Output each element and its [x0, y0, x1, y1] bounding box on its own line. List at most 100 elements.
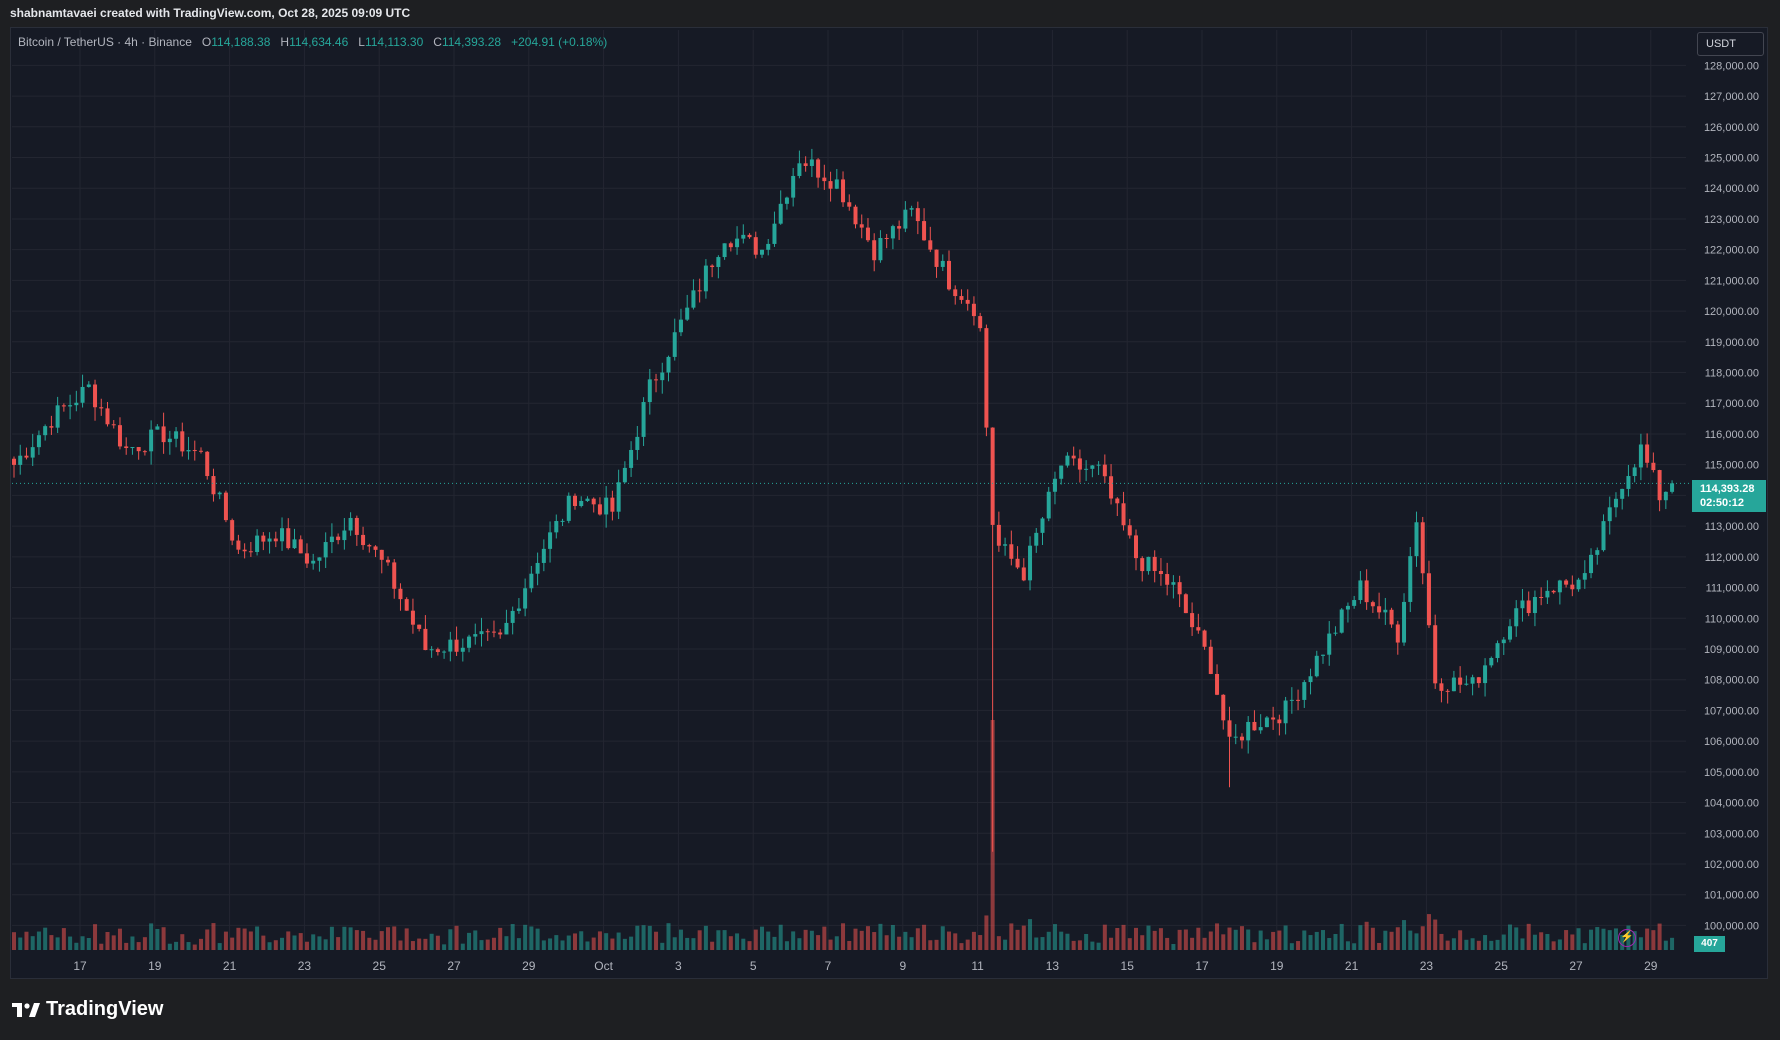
- symbol-label[interactable]: Bitcoin / TetherUS · 4h · Binance: [18, 35, 192, 49]
- bar-countdown: 02:50:12: [1700, 497, 1745, 509]
- candle-body: [18, 455, 23, 465]
- volume-bar: [666, 923, 671, 950]
- x-tick-label: 15: [1121, 959, 1135, 973]
- volume-bar: [1495, 939, 1500, 950]
- change-value: +204.91 (+0.18%): [511, 35, 608, 49]
- candle-body: [1183, 594, 1188, 614]
- candle-body: [884, 238, 889, 240]
- x-tick-label: 5: [750, 959, 757, 973]
- volume-bar: [1483, 935, 1488, 950]
- volume-bar: [329, 926, 334, 950]
- y-tick-label: 111,000.00: [1706, 583, 1759, 595]
- candle-body: [940, 260, 945, 267]
- volume-bar: [1003, 939, 1008, 950]
- candle-body: [1651, 462, 1656, 471]
- volume-bar: [273, 940, 278, 950]
- volume-bar: [68, 936, 73, 950]
- volume-bar: [672, 937, 677, 950]
- volume-bar: [1152, 930, 1157, 950]
- volume-bar: [1059, 931, 1064, 950]
- candle-body: [1670, 483, 1675, 492]
- volume-bar: [678, 929, 683, 950]
- candle-body: [1333, 632, 1338, 634]
- volume-bar: [386, 927, 390, 950]
- candle-body: [909, 208, 914, 210]
- candle-body: [354, 517, 359, 535]
- volume-bar: [1071, 940, 1076, 950]
- volume-bar: [1582, 943, 1587, 950]
- candle-body: [124, 446, 129, 449]
- volume-bar: [947, 931, 951, 950]
- volume-bar: [230, 937, 235, 950]
- volume-bar: [872, 932, 877, 950]
- volume-bar: [922, 924, 927, 950]
- volume-bar: [1028, 919, 1033, 950]
- candle-body: [404, 599, 409, 611]
- volume-bar: [1146, 925, 1151, 950]
- candle-body: [1227, 720, 1232, 737]
- tradingview-logo[interactable]: TradingView: [12, 998, 163, 1021]
- volume-bar: [267, 942, 272, 950]
- candle-body: [448, 639, 453, 652]
- candle-body: [647, 379, 652, 403]
- candle-body: [579, 500, 584, 506]
- x-tick-label: 21: [1345, 959, 1359, 973]
- candle-body: [273, 538, 278, 542]
- lightning-icon[interactable]: ⚡: [1618, 929, 1636, 947]
- candle-body: [1582, 573, 1587, 580]
- candle-body: [610, 497, 615, 512]
- volume-bar: [117, 928, 122, 950]
- volume-bar: [541, 940, 546, 950]
- volume-bar: [516, 938, 521, 950]
- chart-frame[interactable]: [10, 27, 1768, 979]
- volume-bar: [1402, 920, 1407, 950]
- candle-body: [30, 447, 35, 458]
- candle-body: [361, 534, 366, 546]
- volume-bar: [1408, 930, 1413, 950]
- volume-bar: [878, 923, 883, 950]
- candle-body: [654, 379, 659, 381]
- volume-bar: [1040, 937, 1045, 950]
- volume-bar: [1508, 924, 1512, 950]
- candle-body: [1508, 626, 1512, 640]
- candle-body: [1464, 683, 1469, 685]
- ohlc-legend: Bitcoin / TetherUS · 4h · Binance O114,1…: [18, 35, 607, 49]
- candle-body: [1102, 464, 1107, 477]
- candle-body: [585, 498, 590, 501]
- candle-body: [1657, 470, 1662, 501]
- y-tick-label: 100,000.00: [1704, 920, 1759, 932]
- volume-bar: [984, 915, 989, 950]
- candle-body: [1202, 630, 1207, 647]
- volume-bar: [1102, 924, 1107, 950]
- volume-bar: [971, 931, 976, 950]
- candle-body: [828, 181, 833, 189]
- volume-bar: [510, 924, 515, 950]
- candle-body: [1146, 556, 1151, 572]
- volume-bar: [735, 933, 740, 950]
- candle-body: [859, 224, 864, 228]
- y-tick-label: 121,000.00: [1704, 275, 1759, 287]
- candle-body: [809, 159, 814, 166]
- candle-body: [922, 221, 927, 241]
- volume-bar: [691, 938, 696, 950]
- candle-body: [479, 631, 484, 635]
- volume-bar: [1576, 928, 1581, 950]
- volume-bar: [404, 928, 409, 950]
- x-tick-label: 9: [899, 959, 906, 973]
- candle-body: [597, 504, 602, 515]
- volume-bar: [1651, 930, 1656, 950]
- x-tick-label: 13: [1046, 959, 1060, 973]
- currency-button[interactable]: USDT: [1697, 32, 1764, 56]
- volume-bar: [791, 931, 796, 950]
- volume-bar: [554, 935, 559, 950]
- x-tick-label: 21: [223, 959, 237, 973]
- candle-body: [1364, 580, 1369, 603]
- volume-bar: [1520, 938, 1525, 950]
- volume-bar: [255, 926, 260, 950]
- candle-body: [1395, 624, 1400, 643]
- y-tick-label: 104,000.00: [1704, 798, 1759, 810]
- candle-body: [1458, 677, 1463, 685]
- candle-body: [1015, 558, 1020, 568]
- candle-body: [872, 240, 877, 261]
